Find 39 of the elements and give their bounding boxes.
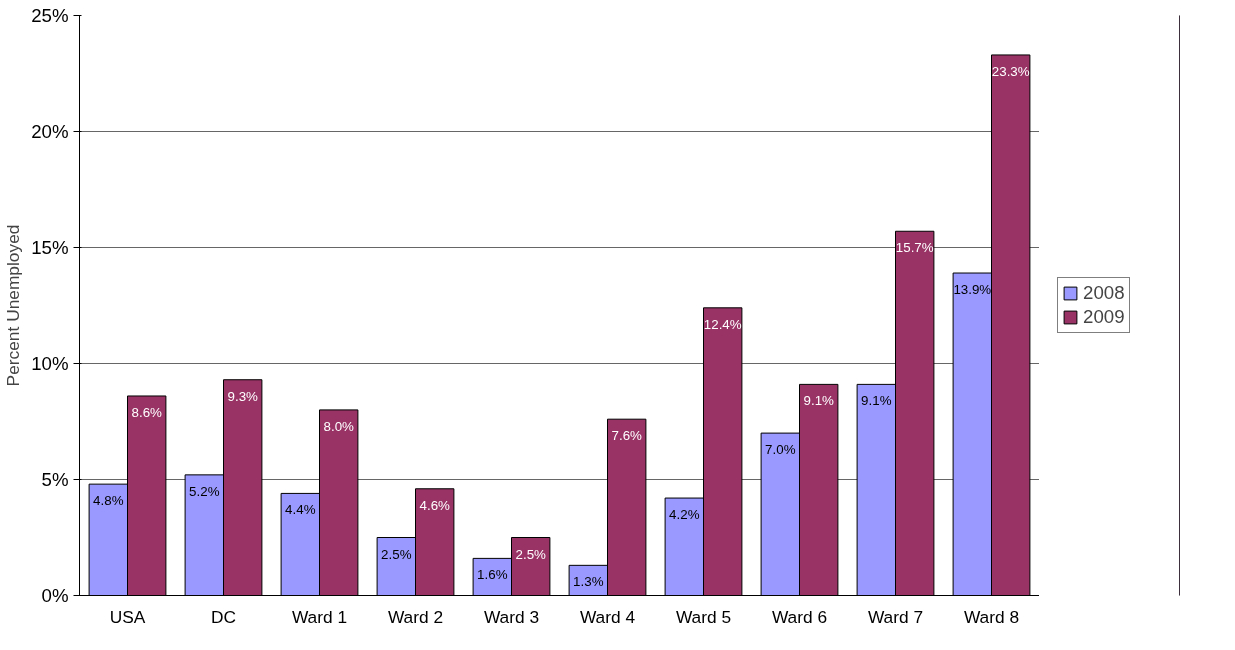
- data-label: 2.5%: [381, 546, 412, 562]
- data-label: 12.4%: [703, 316, 742, 332]
- y-tick-label: 0%: [41, 585, 69, 606]
- legend-label: 2008: [1083, 282, 1125, 304]
- data-label: 8.6%: [131, 404, 163, 420]
- data-label: 4.4%: [285, 502, 316, 518]
- y-tick-label: 15%: [31, 237, 69, 258]
- data-label: 7.6%: [611, 428, 643, 444]
- x-tick-label: Ward 7: [867, 606, 924, 627]
- data-label: 1.3%: [573, 574, 604, 590]
- y-tick-label: 10%: [31, 353, 69, 374]
- data-label: 7.0%: [765, 442, 796, 458]
- y-tick-label: 5%: [41, 469, 69, 490]
- data-label: 9.3%: [227, 388, 259, 404]
- x-tick-label: DC: [210, 606, 237, 627]
- x-tick-label: Ward 2: [387, 606, 444, 627]
- x-tick-label: USA: [109, 606, 146, 627]
- data-label: 2.5%: [515, 546, 547, 562]
- data-label: 15.7%: [895, 240, 934, 256]
- y-axis-title: Percent Unemployed: [3, 224, 24, 387]
- data-label: 1.6%: [477, 567, 508, 583]
- y-tick-label: 20%: [31, 121, 69, 142]
- x-tick-label: Ward 6: [771, 606, 828, 627]
- data-label: 5.2%: [189, 483, 220, 499]
- x-tick-label: Ward 3: [483, 606, 540, 627]
- data-label: 4.6%: [419, 497, 451, 513]
- data-label: 4.8%: [93, 493, 124, 509]
- data-label: 13.9%: [953, 282, 992, 298]
- x-tick-label: Ward 1: [291, 606, 348, 627]
- data-label: 23.3%: [991, 63, 1030, 79]
- legend-label: 2009: [1083, 306, 1125, 328]
- data-label: 9.1%: [861, 393, 892, 409]
- x-tick-label: Ward 5: [675, 606, 732, 627]
- data-label: 9.1%: [803, 393, 835, 409]
- y-tick-label: 25%: [31, 5, 69, 26]
- x-tick-label: Ward 8: [963, 606, 1020, 627]
- x-tick-label: Ward 4: [579, 606, 636, 627]
- data-label: 8.0%: [323, 418, 355, 434]
- data-label: 4.2%: [669, 507, 700, 523]
